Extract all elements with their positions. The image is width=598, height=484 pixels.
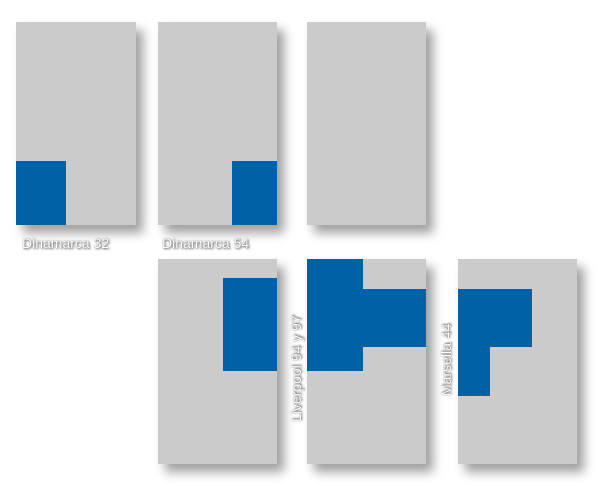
label-marsella: Marsella 44 (438, 323, 454, 396)
floor-plan-blank (307, 22, 426, 225)
unit-highlight-top (458, 289, 532, 347)
floor-plan-dinamarca-54 (158, 22, 277, 225)
label-dinamarca-54: Dinamarca 54 (162, 235, 250, 251)
label-liverpool: Liverpool 94 y 97 (288, 315, 304, 422)
unit-highlight-left (458, 347, 490, 396)
unit-highlight (223, 278, 277, 371)
floor-plan-dinamarca-32 (16, 22, 136, 225)
unit-highlight (16, 161, 66, 225)
floor-plan-row2-left (158, 259, 277, 464)
floor-plan-marsella (458, 259, 577, 464)
unit-highlight-top (307, 259, 363, 371)
unit-highlight (232, 161, 277, 225)
floor-plan-liverpool (307, 259, 426, 464)
unit-highlight-right (363, 289, 426, 347)
label-dinamarca-32: Dinamarca 32 (22, 235, 110, 251)
